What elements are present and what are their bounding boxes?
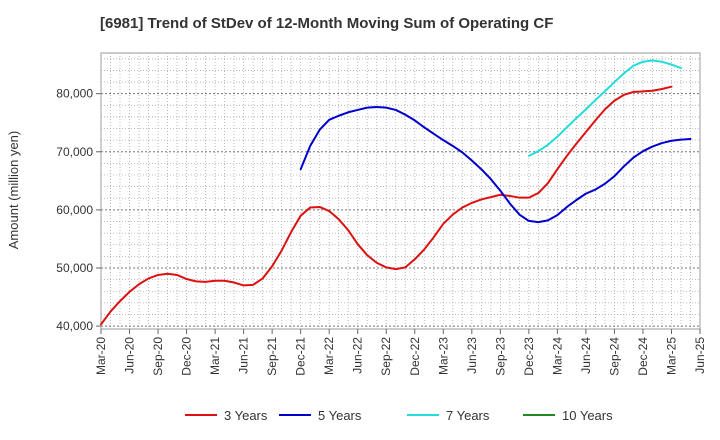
legend-label: 7 Years — [446, 408, 490, 423]
x-tick-label: Sep-22 — [379, 337, 393, 376]
x-tick-label: Sep-20 — [151, 337, 165, 376]
x-tick-label: Dec-23 — [522, 337, 536, 376]
x-tick-label: Sep-23 — [493, 337, 507, 376]
legend-label: 5 Years — [318, 408, 362, 423]
series-lines — [100, 59, 692, 326]
x-tick-label: Sep-21 — [265, 337, 279, 376]
series-line-5-years — [299, 106, 692, 224]
legend: 3 Years 5 Years 7 Years 10 Years — [185, 408, 613, 423]
y-tick-label: 80,000 — [56, 87, 93, 101]
x-tick-label: Mar-24 — [550, 337, 564, 375]
x-tick-label: Jun-22 — [351, 337, 365, 374]
y-tick-label: 60,000 — [56, 203, 93, 217]
series-line-3-years — [100, 85, 673, 326]
y-tick-label: 50,000 — [56, 261, 93, 275]
grid — [100, 53, 701, 329]
x-tick-label: Dec-24 — [636, 337, 650, 376]
x-tick-label: Dec-21 — [294, 337, 308, 376]
x-tick-label: Mar-21 — [208, 337, 222, 375]
x-tick-label: Sep-24 — [607, 337, 621, 376]
x-tick-label: Mar-25 — [664, 337, 678, 375]
legend-label: 10 Years — [562, 408, 613, 423]
x-tick-label: Mar-20 — [94, 337, 108, 375]
y-axis-label: Amount (million yen) — [6, 131, 21, 250]
x-tick-label: Jun-25 — [693, 337, 707, 374]
legend-label: 3 Years — [224, 408, 268, 423]
chart-title: [6981] Trend of StDev of 12-Month Moving… — [100, 15, 553, 32]
x-tick-label: Jun-24 — [579, 337, 593, 374]
y-tick-label: 40,000 — [56, 319, 93, 333]
x-tick-label: Dec-20 — [180, 337, 194, 376]
x-axis: Mar-20 Jun-20 Sep-20 Dec-20 Mar-21 Jun-21 Sep-… — [94, 329, 707, 376]
plot-frame — [100, 52, 701, 330]
x-tick-label: Dec-22 — [408, 337, 422, 376]
x-tick-label: Jun-20 — [123, 337, 137, 374]
y-axis: 40,000 50,000 60,000 70,000 80,000 — [56, 87, 101, 333]
x-tick-label: Mar-23 — [436, 337, 450, 375]
x-tick-label: Jun-21 — [237, 337, 251, 374]
plot-area — [100, 52, 701, 330]
y-tick-label: 70,000 — [56, 145, 93, 159]
series-line-7-years — [527, 59, 682, 157]
x-tick-label: Jun-23 — [465, 337, 479, 374]
x-tick-label: Mar-22 — [322, 337, 336, 375]
